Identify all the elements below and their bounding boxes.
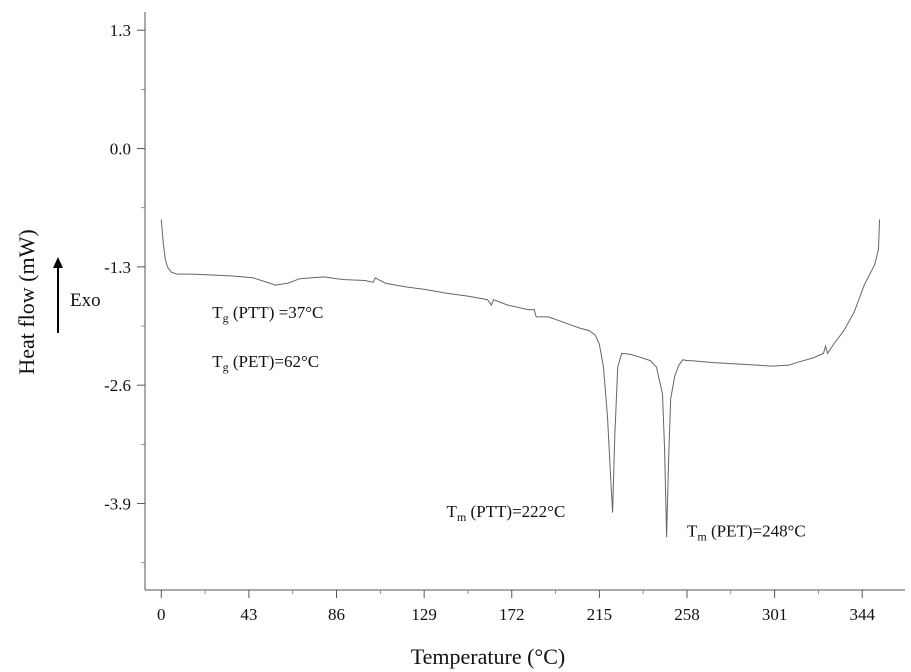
x-tick-label: 258 xyxy=(674,605,700,624)
x-tick-label: 344 xyxy=(849,605,875,624)
x-tick-label: 86 xyxy=(328,605,345,624)
exo-arrow-head-icon xyxy=(53,257,63,268)
tick-marks xyxy=(137,29,863,598)
annotations: Tg (PTT) =37°C Tg (PET)=62°C Tm (PTT)=222°… xyxy=(212,303,806,543)
y-axis-title: Heat flow (mW) xyxy=(14,229,39,374)
x-tick-label: 0 xyxy=(157,605,166,624)
annotation-label: Tg (PTT) =37°C xyxy=(212,303,323,325)
exo-indicator: Exo xyxy=(53,257,101,333)
annotation-label: Tm (PET)=248°C xyxy=(687,521,806,543)
x-tick-label: 129 xyxy=(411,605,437,624)
y-tick-label: 0.0 xyxy=(110,140,131,159)
y-tick-label: 1.3 xyxy=(110,21,131,40)
tick-labels: 0 43 86 129 172 215 258 301 344 1.3 0.0 -1.3 -2.6 -3.… xyxy=(104,21,875,624)
heat-flow-curve xyxy=(160,219,881,538)
x-tick-label: 301 xyxy=(762,605,788,624)
x-axis-title: Temperature (°C) xyxy=(411,644,565,669)
y-tick-label: -1.3 xyxy=(104,258,131,277)
annotation-label: Tm (PTT)=222°C xyxy=(447,502,566,524)
axes xyxy=(144,12,905,591)
x-tick-label: 43 xyxy=(240,605,257,624)
y-tick-label: -2.6 xyxy=(104,376,131,395)
x-tick-label: 172 xyxy=(499,605,525,624)
exo-label: Exo xyxy=(70,290,101,311)
annotation-label: Tg (PET)=62°C xyxy=(212,352,319,374)
x-tick-label: 215 xyxy=(587,605,613,624)
y-tick-label: -3.9 xyxy=(104,495,131,514)
